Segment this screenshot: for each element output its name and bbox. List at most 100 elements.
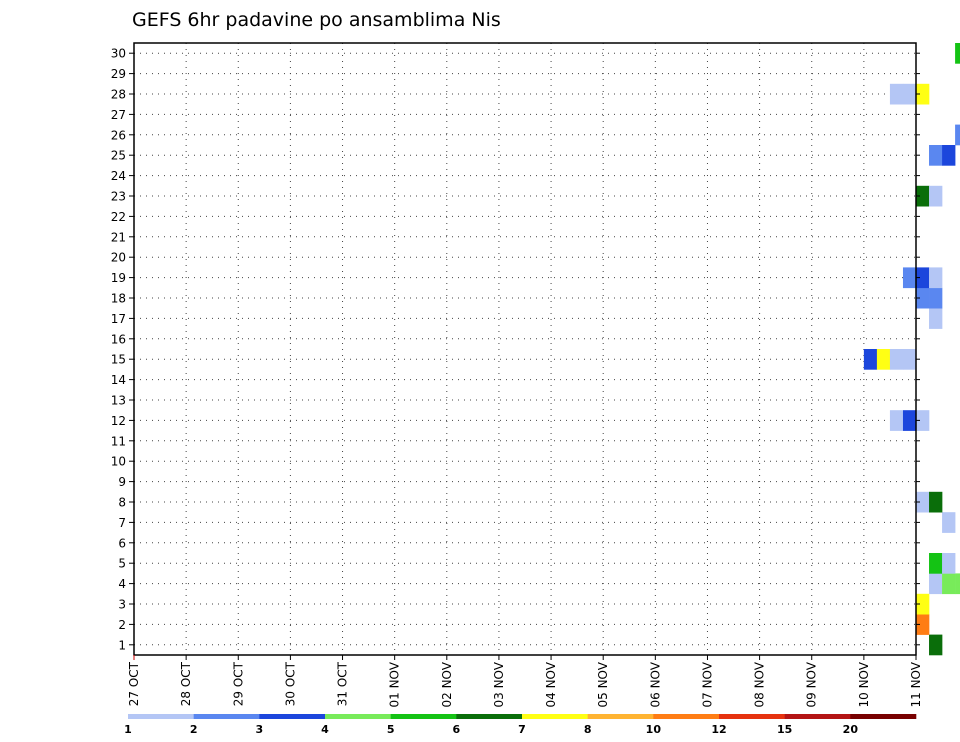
- y-tick-label: 18: [111, 292, 126, 306]
- heatmap-cell: [942, 512, 956, 533]
- heatmap-cell: [955, 124, 960, 146]
- y-tick-label: 28: [111, 88, 126, 102]
- heatmap-cell: [942, 553, 956, 574]
- heatmap-cell: [916, 267, 930, 289]
- y-tick-label: 13: [111, 394, 126, 408]
- heatmap-cell: [876, 349, 891, 370]
- grid-lines: [134, 43, 916, 655]
- y-tick-label: 17: [111, 312, 126, 326]
- heatmap-cell: [916, 491, 930, 513]
- y-tick-label: 2: [118, 618, 126, 632]
- heatmap-cell: [929, 491, 943, 513]
- legend-swatch: [128, 714, 194, 719]
- heatmap-cell: [929, 634, 943, 656]
- legend-swatch: [653, 714, 720, 719]
- legend-label: 5: [387, 723, 395, 736]
- legend-label: 6: [453, 723, 461, 736]
- color-legend: 1 2 3 4 5 6 7 8 10 12 15 20: [124, 714, 917, 736]
- legend-label: 2: [190, 723, 198, 736]
- y-tick-label: 4: [118, 577, 126, 591]
- x-tick-label: 29 OCT: [231, 661, 245, 706]
- x-tick-label: 31 OCT: [336, 661, 350, 706]
- legend-label: 4: [321, 723, 329, 736]
- heatmap-cell: [929, 267, 943, 289]
- y-tick-label: 20: [111, 251, 126, 265]
- heatmap-cell: [929, 308, 943, 329]
- heatmap-cell: [942, 145, 956, 166]
- x-tick-label: 11 NOV: [909, 661, 923, 707]
- y-tick-label: 21: [111, 230, 126, 244]
- legend-swatch: [456, 714, 523, 719]
- legend-label: 3: [256, 723, 264, 736]
- x-tick-label: 03 NOV: [492, 661, 506, 707]
- heatmap-cell: [929, 287, 943, 309]
- y-tick-label: 29: [111, 67, 126, 81]
- heatmap-cell: [955, 573, 960, 595]
- y-tick-label: 25: [111, 149, 126, 163]
- y-tick-label: 10: [111, 455, 126, 469]
- heatmap-cell: [902, 267, 917, 289]
- heatmap-cell: [889, 349, 904, 370]
- y-tick-label: 1: [118, 638, 126, 652]
- legend-label: 1: [124, 723, 132, 736]
- y-tick-label: 23: [111, 190, 126, 204]
- heatmap-cell: [955, 43, 960, 64]
- heatmap-cell: [942, 573, 956, 595]
- heatmap-cell: [902, 410, 917, 431]
- y-tick-label: 26: [111, 128, 126, 142]
- x-tick-label: 07 NOV: [700, 661, 714, 707]
- plot-frame: [133, 42, 917, 656]
- legend-swatch: [587, 714, 654, 719]
- legend-label: 8: [584, 723, 592, 736]
- y-tick-label: 9: [118, 475, 126, 489]
- y-tick-label: 11: [111, 434, 126, 448]
- heatmap-cell: [889, 83, 904, 105]
- x-tick-label: 27 OCT: [127, 661, 141, 706]
- y-tick-label: 3: [118, 598, 126, 612]
- heatmap-cell: [929, 145, 943, 166]
- y-tick-label: 30: [111, 47, 126, 61]
- y-tick-label: 6: [118, 536, 126, 550]
- legend-label: 20: [843, 723, 859, 736]
- x-tick-label: 02 NOV: [440, 661, 454, 707]
- data-cells: [863, 43, 960, 656]
- legend-label: 12: [711, 723, 726, 736]
- y-tick-label: 24: [111, 169, 126, 183]
- y-tick-label: 19: [111, 271, 126, 285]
- x-tick-label: 04 NOV: [544, 661, 558, 707]
- legend-swatch: [259, 714, 326, 719]
- chart-title: GEFS 6hr padavine po ansamblima Nis: [132, 9, 501, 31]
- heatmap-cell: [902, 349, 917, 370]
- legend-swatch: [193, 714, 260, 719]
- legend-swatch: [719, 714, 785, 719]
- heatmap-cell: [863, 349, 878, 370]
- y-tick-label: 12: [111, 414, 126, 428]
- heatmap-cell: [889, 410, 904, 431]
- x-tick-label: 05 NOV: [596, 661, 610, 707]
- x-tick-label: 30 OCT: [283, 661, 297, 706]
- heatmap-cell: [916, 185, 930, 207]
- x-tick-label: 28 OCT: [179, 661, 193, 706]
- heatmap-cell: [929, 553, 943, 574]
- legend-swatch: [522, 714, 588, 719]
- y-tick-label: 7: [118, 516, 126, 530]
- heatmap-cell: [929, 185, 943, 207]
- y-tick-label: 27: [111, 108, 126, 122]
- heatmap-cell: [916, 287, 930, 309]
- legend-swatch: [784, 714, 851, 719]
- x-tick-label: 09 NOV: [805, 661, 819, 707]
- legend-label: 7: [518, 723, 526, 736]
- x-tick-label: 08 NOV: [753, 661, 767, 707]
- heatmap-cell: [929, 573, 943, 595]
- x-tick-label: 06 NOV: [648, 661, 662, 707]
- y-tick-label: 8: [118, 496, 126, 510]
- legend-swatch: [325, 714, 391, 719]
- axes: 1234567891011121314151617181920212223242…: [111, 47, 923, 708]
- heatmap-cell: [916, 83, 930, 105]
- heatmap-cell: [916, 410, 930, 431]
- legend-label: 15: [777, 723, 792, 736]
- legend-label: 10: [646, 723, 662, 736]
- y-tick-label: 5: [118, 557, 126, 571]
